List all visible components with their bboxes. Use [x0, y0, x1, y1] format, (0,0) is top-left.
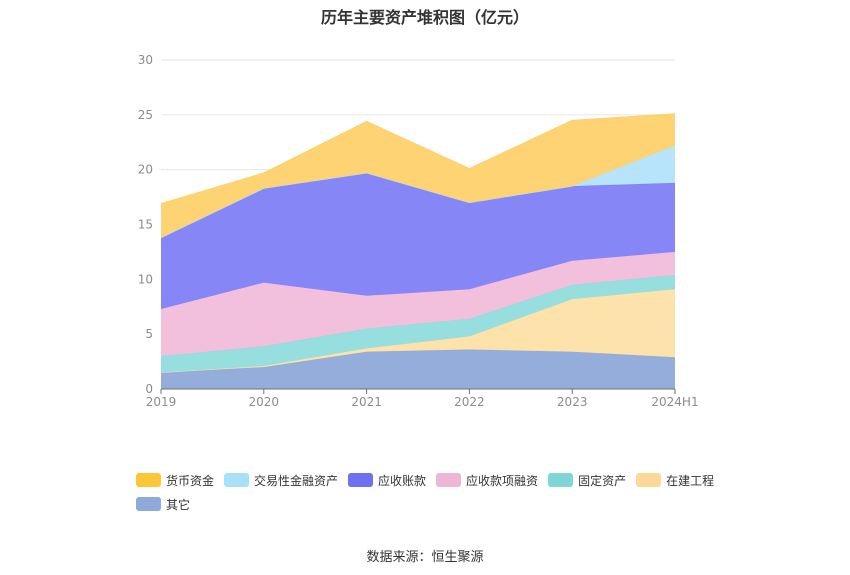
axes: 0 5 10 15 20 25 30 2019 2020 2021 2022 2023 2024H1 [138, 53, 699, 409]
legend-swatch [548, 473, 574, 487]
legend-item[interactable]: 货币资金 [136, 472, 214, 488]
chart-title: 历年主要资产堆积图（亿元） [320, 8, 529, 27]
y-tick-label: 20 [138, 163, 153, 177]
x-tick-label: 2023 [557, 395, 588, 409]
legend-label: 固定资产 [578, 473, 627, 488]
legend-label: 应收款项融资 [466, 473, 539, 488]
legend-item[interactable]: 交易性金融资产 [224, 472, 338, 488]
y-tick-label: 30 [138, 53, 153, 67]
legend-item[interactable]: 固定资产 [548, 472, 626, 488]
legend-swatch [636, 473, 662, 487]
y-tick-label: 0 [145, 382, 153, 396]
legend-swatch [136, 497, 161, 511]
area-series [160, 113, 676, 389]
legend-label: 应收账款 [378, 473, 427, 488]
x-tick-label: 2024H1 [651, 395, 698, 409]
series-line-6 [160, 113, 676, 205]
y-tick-label: 10 [138, 272, 153, 286]
legend-item[interactable]: 在建工程 [636, 472, 714, 488]
legend-label: 交易性金融资产 [254, 473, 339, 488]
area-series-6[interactable] [161, 113, 675, 238]
y-tick-label: 15 [138, 218, 153, 232]
legend-swatch [224, 473, 250, 487]
x-tick-label: 2019 [146, 395, 177, 409]
legend-swatch [348, 473, 374, 487]
x-tick-label: 2020 [249, 395, 280, 409]
area-series-1[interactable] [161, 289, 675, 373]
legend-label: 在建工程 [666, 473, 715, 488]
x-tick-label: 2021 [351, 395, 382, 409]
series-line-5 [160, 145, 676, 239]
legend-swatch [436, 473, 462, 487]
legend-swatch [136, 473, 161, 487]
y-tick-label: 5 [145, 327, 153, 341]
legend-item[interactable]: 应收款项融资 [436, 472, 538, 488]
data-source: 数据来源：恒生聚源 [366, 550, 484, 565]
x-tick-label: 2022 [454, 395, 485, 409]
legend-label: 其它 [166, 497, 191, 512]
legend: 货币资金 交易性金融资产 应收账款 应收款项融资 固定资产 在建工程其它 [136, 472, 756, 512]
area-series-3[interactable] [161, 251, 675, 357]
legend-item[interactable]: 其它 [136, 496, 190, 512]
y-tick-label: 25 [138, 108, 153, 122]
area-series-0[interactable] [161, 349, 675, 389]
area-series-4[interactable] [161, 172, 675, 309]
legend-label: 货币资金 [166, 473, 215, 488]
legend-item[interactable]: 应收账款 [348, 472, 426, 488]
